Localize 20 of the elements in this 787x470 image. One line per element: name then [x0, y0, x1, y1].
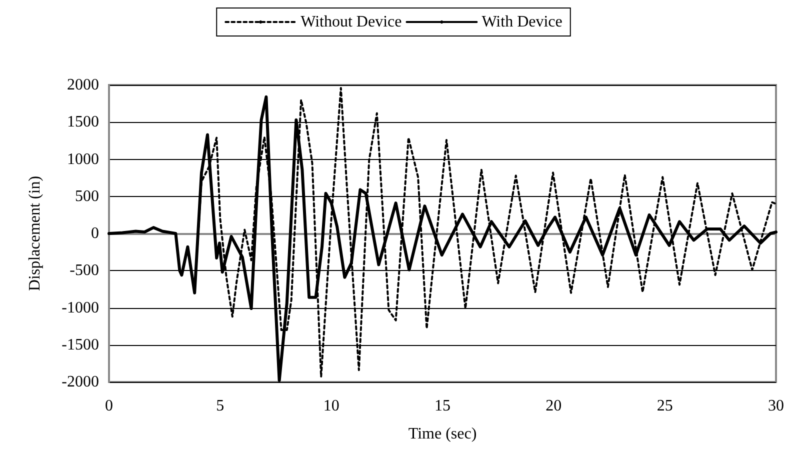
y-tick-label: 2000 [67, 76, 99, 94]
y-tick-label: -1500 [62, 336, 99, 354]
x-axis-title: Time (sec) [408, 426, 477, 442]
y-tick-label: -1000 [62, 299, 99, 316]
y-tick-label: 0 [91, 225, 99, 242]
y-axis-title: Displacement (in) [26, 176, 44, 292]
legend-label: With Device [482, 14, 562, 30]
x-tick-label: 5 [216, 398, 224, 414]
y-tick-label: 500 [75, 188, 99, 205]
y-tick-label: 1500 [67, 114, 99, 131]
y-tick-label: -500 [70, 262, 99, 280]
y-tick-label: -2000 [62, 374, 99, 390]
x-tick-label: 15 [434, 398, 450, 414]
x-tick-label: 20 [546, 398, 562, 414]
y-tick-label: 1000 [67, 150, 99, 168]
x-tick-label: 25 [656, 398, 673, 414]
x-tick-label: 0 [105, 398, 113, 414]
legend-label: Without Device [300, 14, 402, 30]
x-tick-label: 10 [323, 398, 340, 414]
x-tick-label: 30 [768, 398, 784, 414]
